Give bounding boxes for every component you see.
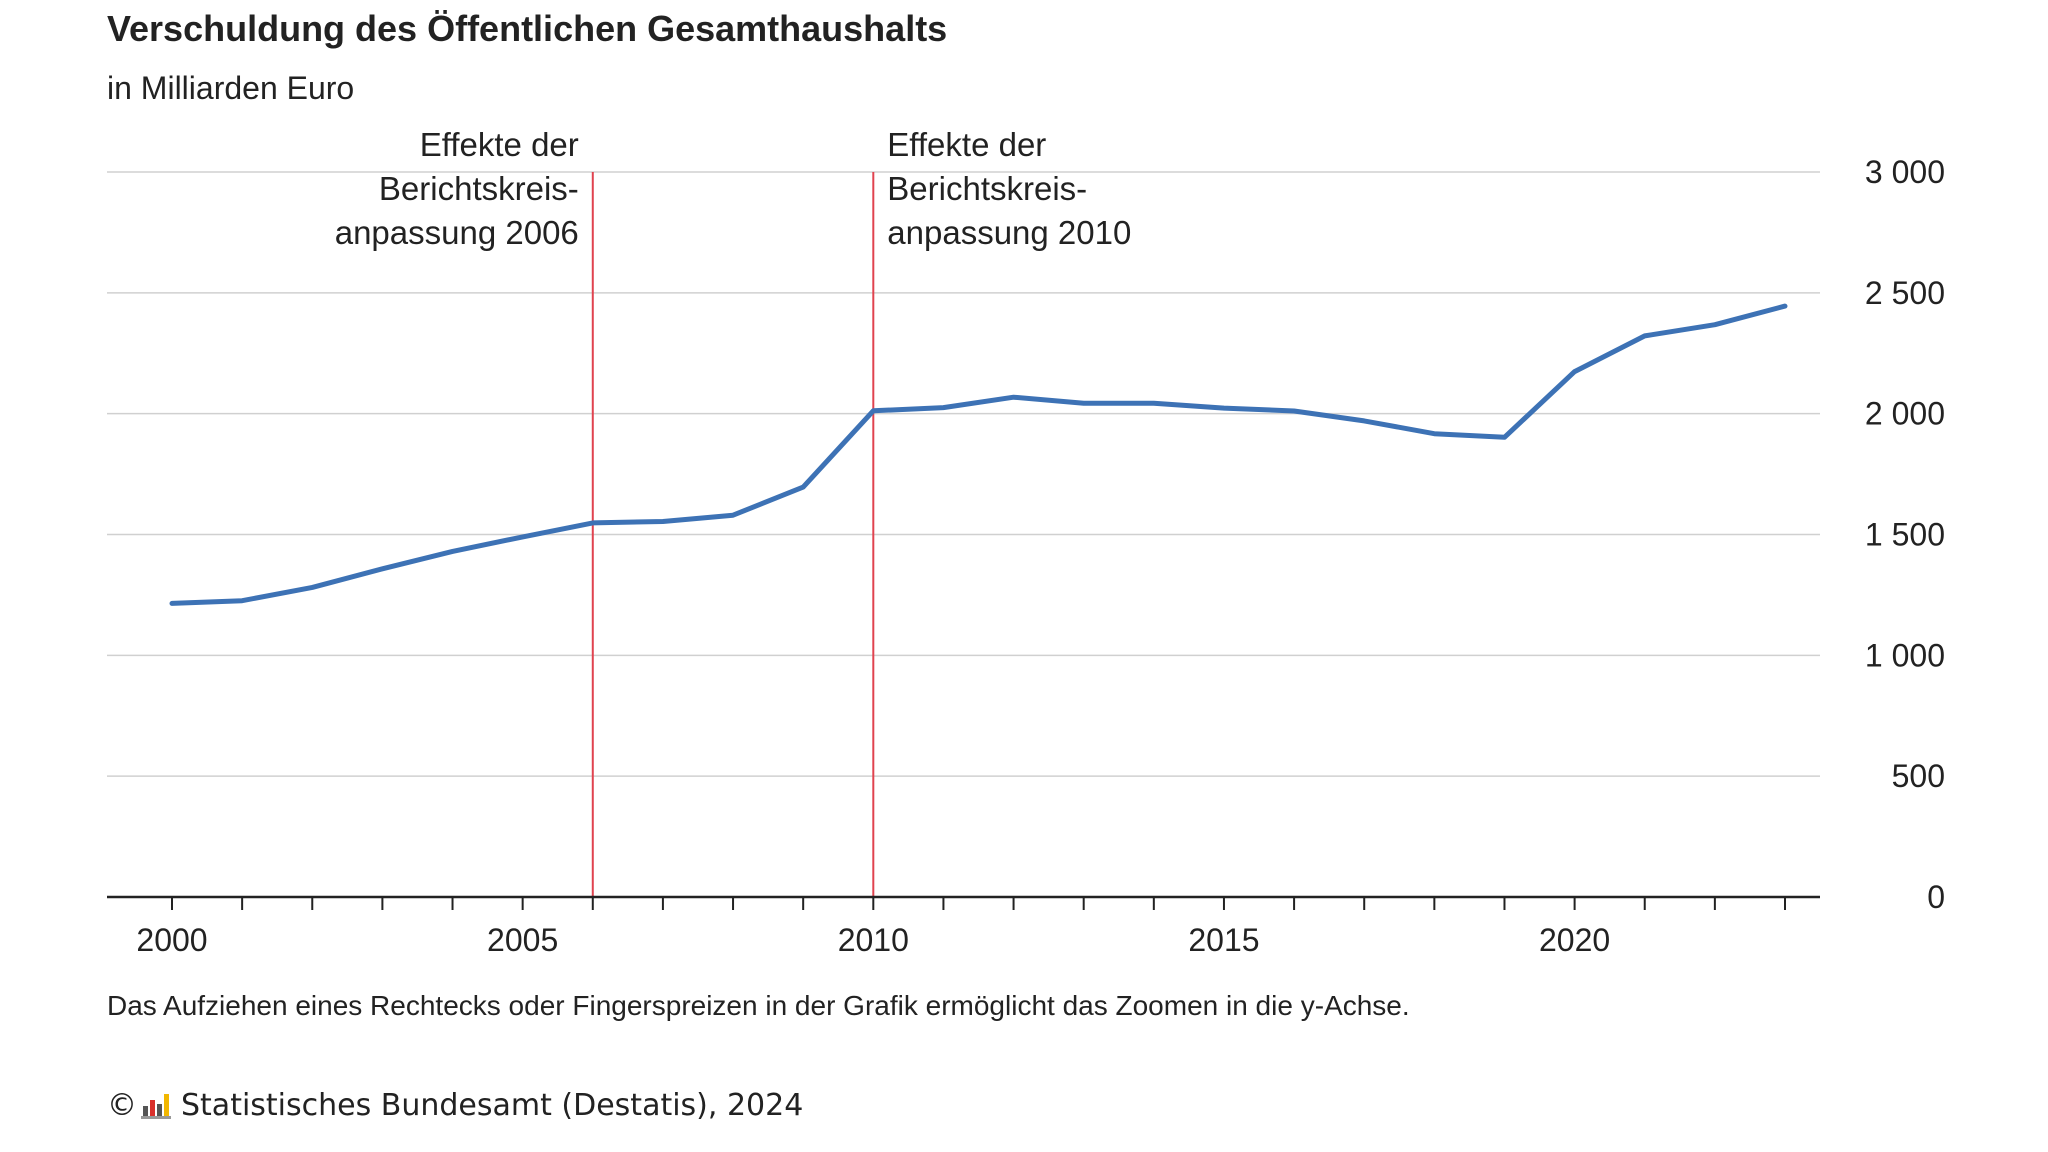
x-tick-label-2020: 2020 (1539, 922, 1610, 958)
data-point-2017[interactable] (1355, 412, 1373, 430)
data-point-2010[interactable] (864, 402, 882, 420)
copyright-symbol: © (107, 1087, 137, 1123)
data-point-2019[interactable] (1495, 428, 1513, 446)
y-tick-label-1500: 1 500 (1865, 517, 1945, 553)
annotation-2006-line-3: anpassung 2006 (335, 214, 579, 251)
data-point-2021[interactable] (1636, 327, 1654, 345)
x-tick-label-2005: 2005 (487, 922, 558, 958)
data-point-2016[interactable] (1285, 402, 1303, 420)
annotation-2010-line-2: Berichtskreis- (887, 170, 1087, 207)
data-point-2012[interactable] (1005, 388, 1023, 406)
data-point-2022[interactable] (1706, 316, 1724, 334)
x-axis: 2000 2005 2010 2015 2020 (107, 895, 1820, 958)
data-point-2020[interactable] (1566, 363, 1584, 381)
annotations: Effekte der Berichtskreis-anpassung 2006 E… (335, 126, 1132, 251)
data-point-2000[interactable] (163, 594, 181, 612)
data-point-2004[interactable] (444, 542, 462, 560)
source-text: Statistisches Bundesamt (Destatis), 2024 (181, 1087, 804, 1123)
data-point-2023[interactable] (1776, 297, 1794, 315)
x-tick-label-2000: 2000 (136, 922, 207, 958)
y-tick-label-0: 0 (1927, 879, 1945, 915)
x-tick-label-2010: 2010 (838, 922, 909, 958)
data-point-2001[interactable] (233, 592, 251, 610)
annotation-2010-line-1: Effekte der (887, 126, 1046, 163)
chart-title: Verschuldung des Öffentlichen Gesamthaus… (107, 8, 948, 49)
annotation-2006-line-2: Berichtskreis- (379, 170, 579, 207)
annotation-2006-line-1: Effekte der (420, 126, 579, 163)
data-point-2011[interactable] (934, 399, 952, 417)
data-point-2009[interactable] (794, 478, 812, 496)
data-point-2007[interactable] (654, 512, 672, 530)
chart-subtitle: in Milliarden Euro (107, 70, 355, 106)
data-point-2008[interactable] (724, 506, 742, 524)
y-axis-ticks: 0 500 1 000 1 500 2 000 2 500 3 000 (1865, 154, 1945, 915)
destatis-logo-icon (141, 1091, 171, 1119)
grid-lines (107, 171, 1820, 777)
source-footer: © Statistisches Bundesamt (Destatis), 20… (107, 1085, 803, 1125)
reference-lines (591, 172, 875, 897)
series-layer[interactable] (163, 297, 1794, 612)
series-line-1[interactable] (169, 303, 1788, 606)
data-point-2014[interactable] (1145, 394, 1163, 412)
x-tick-label-2015: 2015 (1188, 922, 1259, 958)
zoom-hint: Das Aufziehen eines Rechtecks oder Finge… (107, 990, 1410, 1021)
data-point-2002[interactable] (303, 578, 321, 596)
y-tick-label-1000: 1 000 (1865, 637, 1945, 673)
y-tick-label-2000: 2 000 (1865, 396, 1945, 432)
data-point-2006[interactable] (584, 514, 602, 532)
data-point-2015[interactable] (1215, 399, 1233, 417)
y-tick-label-2500: 2 500 (1865, 275, 1945, 311)
data-point-2013[interactable] (1075, 394, 1093, 412)
data-point-2003[interactable] (373, 560, 391, 578)
y-tick-label-3000: 3 000 (1865, 154, 1945, 190)
y-tick-label-500: 500 (1892, 758, 1945, 794)
annotation-2010-line-3: anpassung 2010 (887, 214, 1131, 251)
data-point-2018[interactable] (1425, 425, 1443, 443)
data-point-2005[interactable] (514, 528, 532, 546)
